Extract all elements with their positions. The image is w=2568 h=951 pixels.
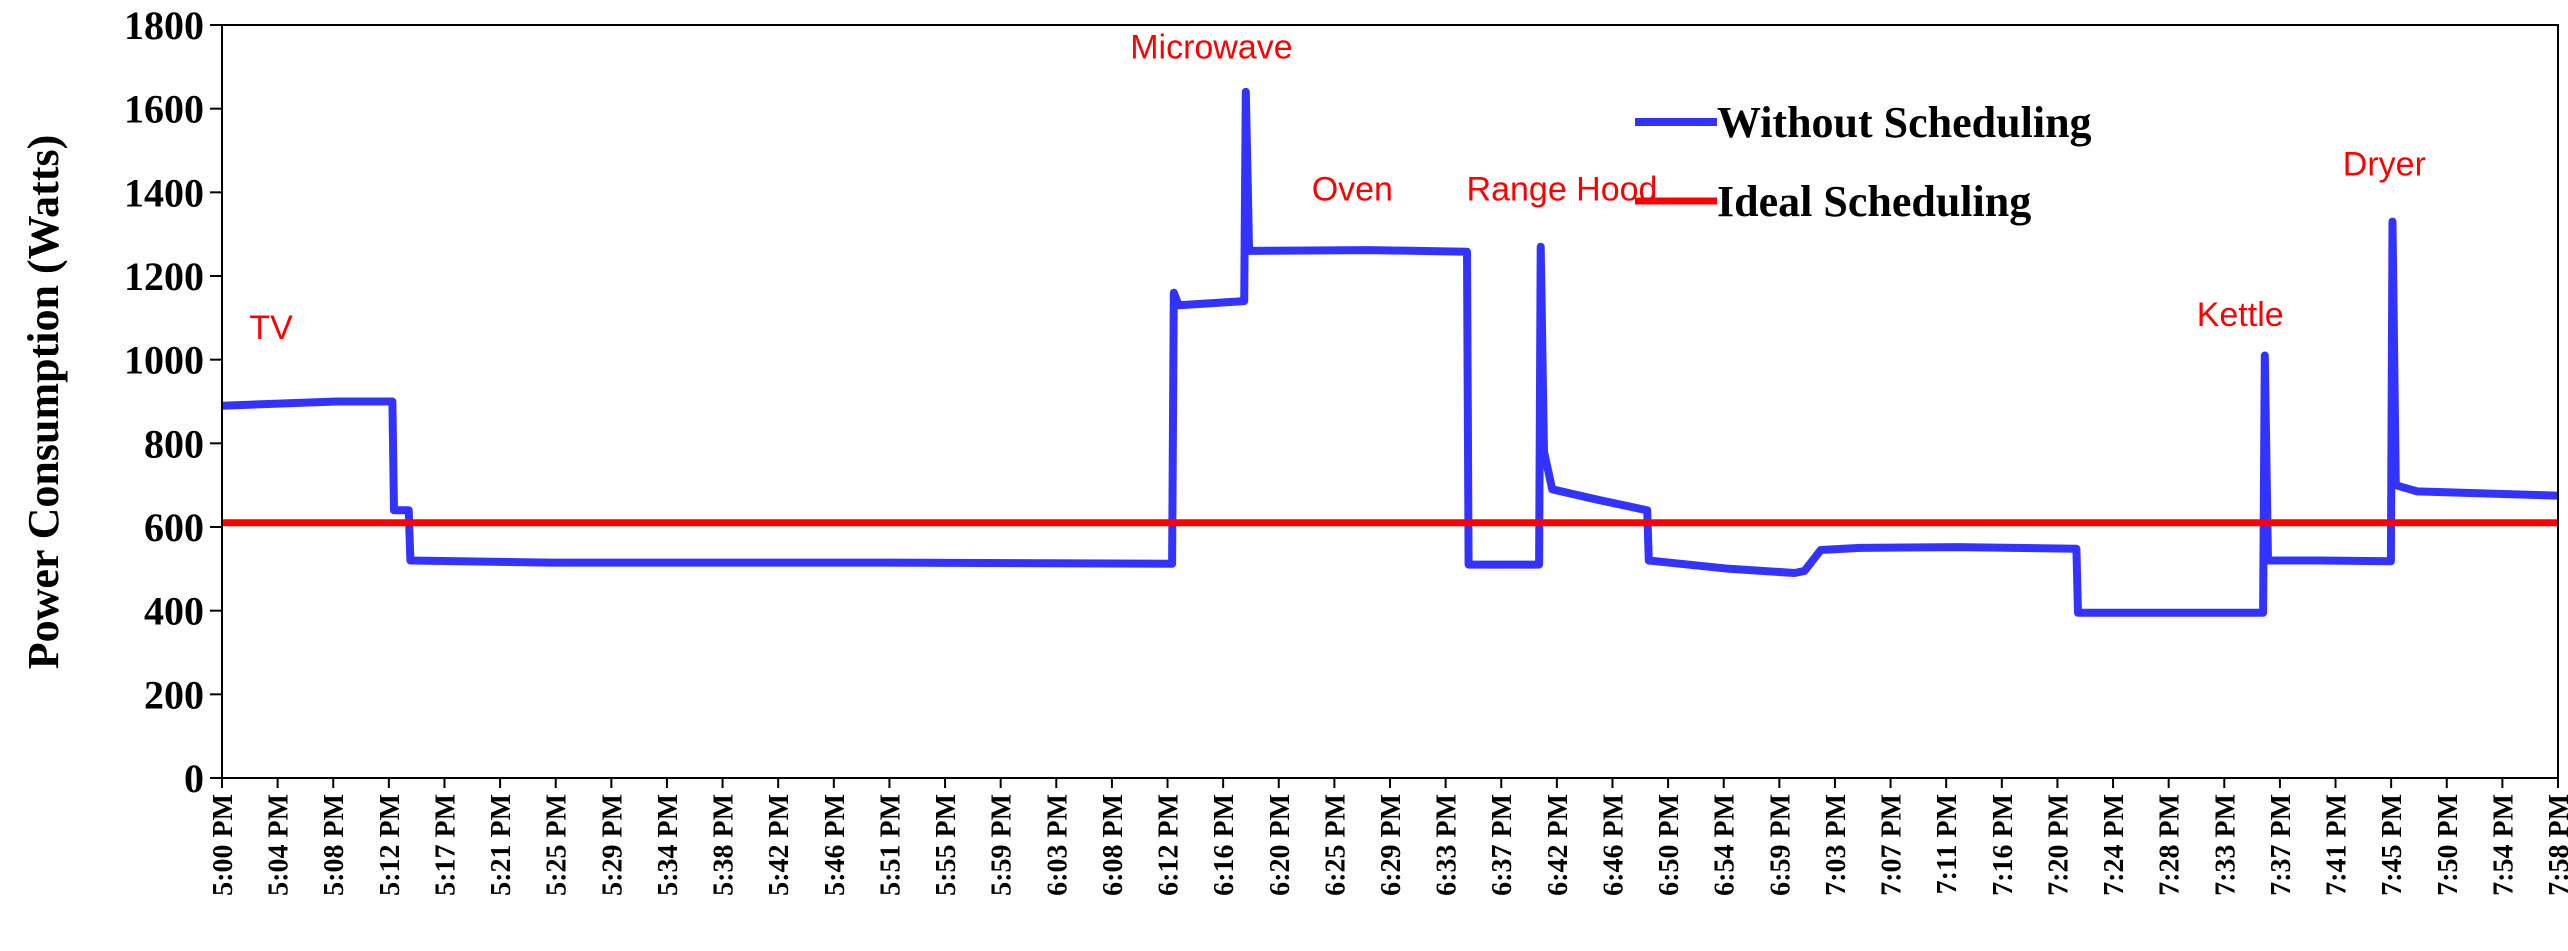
annotation-label: Dryer — [2343, 146, 2426, 184]
annotation-label: Microwave — [1130, 28, 1292, 66]
legend: Without Scheduling Ideal Scheduling — [1635, 98, 2092, 226]
y-tick-label: 600 — [144, 505, 204, 550]
y-axis: 0 200 400 600 800 1000 1200 1400 1600 1800 — [124, 3, 222, 801]
y-tick-label: 1600 — [124, 87, 204, 132]
x-tick-label: 7:28 PM — [2155, 794, 2186, 896]
x-tick-label: 6:29 PM — [1376, 794, 1407, 896]
x-tick-label: 7:03 PM — [1821, 794, 1852, 896]
x-tick-label: 6:20 PM — [1265, 794, 1296, 896]
x-tick-label: 5:34 PM — [653, 794, 684, 896]
series-line-without-scheduling — [221, 87, 2559, 617]
x-tick-label: 7:45 PM — [2377, 794, 2408, 896]
x-tick-label: 7:20 PM — [2043, 794, 2074, 896]
x-tick-label: 6:42 PM — [1543, 794, 1574, 896]
x-tick-label: 5:25 PM — [542, 794, 573, 896]
series-lines — [221, 87, 2559, 617]
y-tick-label: 1200 — [124, 254, 204, 299]
x-tick-label: 6:08 PM — [1098, 794, 1129, 896]
x-tick-label: 7:16 PM — [1988, 794, 2019, 896]
annotation-label: Oven — [1312, 171, 1393, 209]
y-tick-label: 1000 — [124, 338, 204, 383]
x-tick-label: 7:50 PM — [2433, 794, 2464, 896]
annotation-label: Kettle — [2197, 296, 2284, 334]
x-tick-label: 5:42 PM — [764, 794, 795, 896]
y-axis-label: Power Consumption (Watts) — [19, 135, 68, 670]
x-tick-label: 6:33 PM — [1432, 794, 1463, 896]
x-tick-label: 6:03 PM — [1042, 794, 1073, 896]
x-tick-label: 7:24 PM — [2099, 794, 2130, 896]
x-tick-label: 5:21 PM — [486, 794, 517, 896]
y-tick-label: 1800 — [124, 3, 204, 48]
x-tick-label: 6:16 PM — [1209, 794, 1240, 896]
legend-label: Ideal Scheduling — [1717, 177, 2031, 226]
x-tick-label: 6:59 PM — [1765, 794, 1796, 896]
x-tick-label: 5:51 PM — [875, 794, 906, 896]
x-tick-label: 5:29 PM — [597, 794, 628, 896]
x-tick-label: 5:12 PM — [375, 794, 406, 896]
y-tick-label: 400 — [144, 589, 204, 634]
x-tick-label: 7:11 PM — [1932, 794, 1963, 894]
x-tick-label: 6:54 PM — [1710, 794, 1741, 896]
x-axis: 5:00 PM 5:04 PM 5:08 PM 5:12 PM 5:17 PM 5:21 … — [208, 778, 2568, 896]
x-tick-label: 5:08 PM — [319, 794, 350, 896]
x-tick-label: 5:46 PM — [820, 794, 851, 896]
x-tick-label: 7:54 PM — [2488, 794, 2519, 896]
annotation-label: Range Hood — [1467, 171, 1658, 209]
x-tick-label: 7:33 PM — [2210, 794, 2241, 896]
y-tick-label: 200 — [144, 672, 204, 717]
legend-label: Without Scheduling — [1717, 98, 2092, 147]
x-tick-label: 5:55 PM — [931, 794, 962, 896]
x-tick-label: 6:37 PM — [1487, 794, 1518, 896]
y-tick-label: 1400 — [124, 170, 204, 215]
x-tick-label: 6:12 PM — [1154, 794, 1185, 896]
x-tick-label: 5:17 PM — [430, 794, 461, 896]
appliance-annotations: TV Microwave Oven Range Hood Kettle Dryer — [249, 28, 2425, 346]
x-tick-label: 6:50 PM — [1654, 794, 1685, 896]
x-tick-label: 7:58 PM — [2544, 794, 2568, 896]
x-tick-label: 6:25 PM — [1320, 794, 1351, 896]
x-tick-label: 7:07 PM — [1877, 794, 1908, 896]
annotation-label: TV — [249, 309, 293, 347]
x-tick-label: 6:46 PM — [1598, 794, 1629, 896]
x-tick-label: 5:59 PM — [987, 794, 1018, 896]
y-tick-label: 800 — [144, 421, 204, 466]
x-tick-label: 7:37 PM — [2266, 794, 2297, 896]
y-tick-label: 0 — [184, 756, 204, 801]
x-tick-label: 5:04 PM — [264, 794, 295, 896]
x-tick-label: 7:41 PM — [2322, 794, 2353, 896]
x-tick-label: 5:00 PM — [208, 794, 239, 896]
x-tick-label: 5:38 PM — [709, 794, 740, 896]
